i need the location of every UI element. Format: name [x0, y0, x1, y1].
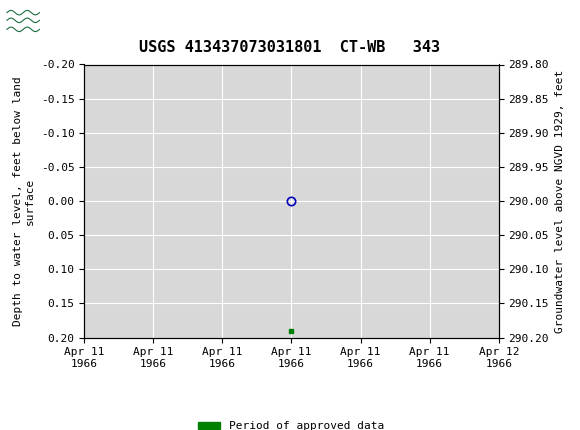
Y-axis label: Depth to water level, feet below land
surface: Depth to water level, feet below land su… [13, 76, 35, 326]
Text: USGS: USGS [44, 12, 99, 31]
Bar [6, 6, 41, 40]
Legend: Period of approved data: Period of approved data [194, 417, 389, 430]
Text: USGS 413437073031801  CT-WB   343: USGS 413437073031801 CT-WB 343 [139, 40, 441, 55]
Y-axis label: Groundwater level above NGVD 1929, feet: Groundwater level above NGVD 1929, feet [554, 69, 564, 333]
